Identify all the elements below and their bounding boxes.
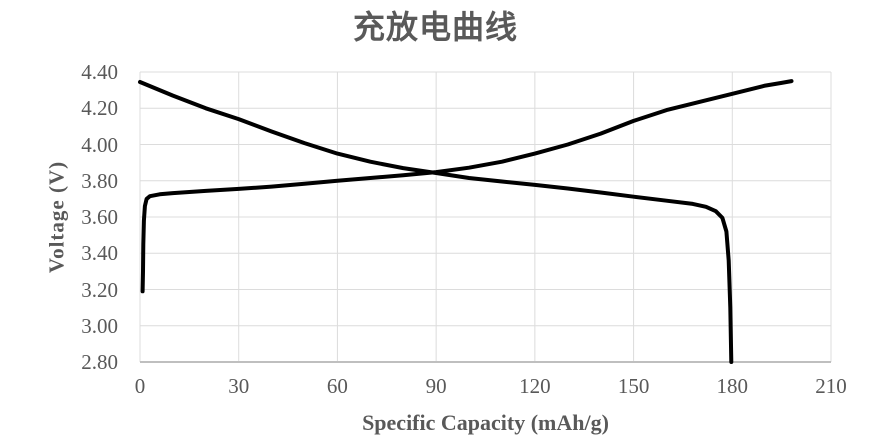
y-tick-label: 4.40 [81, 60, 118, 84]
x-axis-title: Specific Capacity (mAh/g) [362, 410, 609, 435]
y-tick-label: 4.00 [81, 132, 118, 157]
x-tick-label: 0 [134, 374, 146, 398]
y-tick-label: 3.00 [81, 313, 118, 338]
y-tick-label: 3.20 [81, 277, 118, 302]
y-tick-label: 3.40 [81, 241, 118, 266]
x-tick-label: 150 [617, 374, 650, 398]
discharge-curve [138, 80, 734, 364]
x-tick-label: 30 [228, 374, 250, 398]
x-tick-label: 60 [326, 374, 348, 398]
x-tick-label: 210 [815, 374, 847, 398]
y-tick-label: 2.80 [81, 350, 118, 374]
y-tick-label: 3.80 [81, 168, 118, 193]
charge-curve [140, 79, 794, 294]
y-tick-label: 3.60 [81, 205, 118, 229]
x-tick-label: 90 [425, 374, 447, 398]
chart-title: 充放电曲线 [352, 9, 518, 45]
y-tick-label: 4.20 [81, 96, 118, 121]
x-tick-label: 180 [716, 374, 749, 398]
plot-area [138, 71, 832, 364]
x-tick-label: 120 [519, 374, 551, 398]
